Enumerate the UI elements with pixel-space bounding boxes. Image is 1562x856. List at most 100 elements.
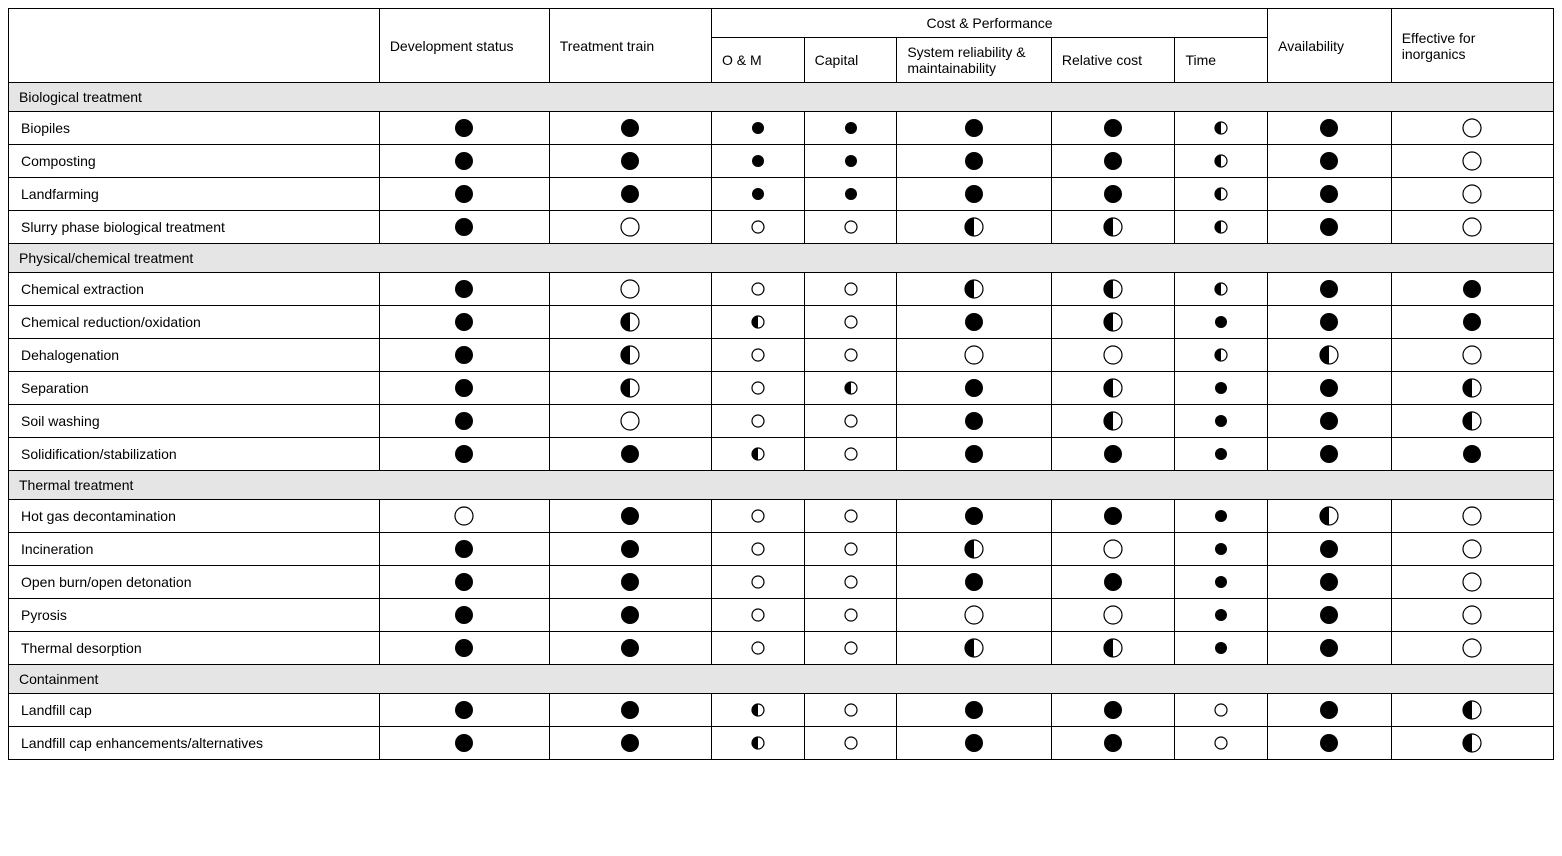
rating-cell <box>1051 566 1175 599</box>
rating-cell <box>549 405 711 438</box>
rating-cell <box>1051 405 1175 438</box>
full-circle-icon <box>1101 185 1125 201</box>
rating-cell <box>804 178 897 211</box>
rating-cell <box>897 599 1052 632</box>
full-circle-icon <box>1212 573 1230 589</box>
rating-cell <box>379 306 549 339</box>
full-circle-icon <box>452 701 476 717</box>
table-row: Composting <box>9 145 1554 178</box>
header-om: O & M <box>711 38 804 83</box>
full-circle-icon <box>749 185 767 201</box>
rating-cell <box>897 533 1052 566</box>
empty-circle-icon <box>1101 540 1125 556</box>
table-row: Biopiles <box>9 112 1554 145</box>
rating-cell <box>549 145 711 178</box>
rating-cell <box>549 694 711 727</box>
rating-cell <box>1268 533 1392 566</box>
rating-cell <box>897 178 1052 211</box>
empty-circle-icon <box>749 412 767 428</box>
empty-circle-icon <box>1460 540 1484 556</box>
rating-cell <box>549 632 711 665</box>
half-circle-icon <box>749 445 767 461</box>
half-circle-icon <box>1212 119 1230 135</box>
table-row: Hot gas decontamination <box>9 500 1554 533</box>
half-circle-icon <box>962 280 986 296</box>
rating-cell <box>804 533 897 566</box>
full-circle-icon <box>962 734 986 750</box>
rating-cell <box>549 273 711 306</box>
half-circle-icon <box>1460 734 1484 750</box>
full-circle-icon <box>1101 507 1125 523</box>
full-circle-icon <box>452 280 476 296</box>
rating-cell <box>711 178 804 211</box>
row-label: Pyrosis <box>9 599 380 632</box>
rating-cell <box>379 727 549 760</box>
rating-cell <box>1175 145 1268 178</box>
empty-circle-icon <box>1460 507 1484 523</box>
rating-cell <box>1051 211 1175 244</box>
rating-cell <box>1051 438 1175 471</box>
full-circle-icon <box>618 152 642 168</box>
rating-cell <box>1268 599 1392 632</box>
empty-circle-icon <box>1212 701 1230 717</box>
full-circle-icon <box>1101 573 1125 589</box>
empty-circle-icon <box>1460 346 1484 362</box>
rating-cell <box>549 566 711 599</box>
rating-cell <box>1175 372 1268 405</box>
rating-cell <box>1175 500 1268 533</box>
table-row: Separation <box>9 372 1554 405</box>
half-circle-icon <box>1101 280 1125 296</box>
empty-circle-icon <box>842 734 860 750</box>
table-row: Landfarming <box>9 178 1554 211</box>
full-circle-icon <box>452 606 476 622</box>
rating-cell <box>804 372 897 405</box>
rating-cell <box>897 405 1052 438</box>
row-label: Dehalogenation <box>9 339 380 372</box>
full-circle-icon <box>452 734 476 750</box>
rating-cell <box>379 566 549 599</box>
half-circle-icon <box>962 639 986 655</box>
half-circle-icon <box>1101 218 1125 234</box>
rating-cell <box>804 306 897 339</box>
full-circle-icon <box>618 639 642 655</box>
rating-cell <box>711 211 804 244</box>
half-circle-icon <box>1101 412 1125 428</box>
rating-cell <box>1391 438 1553 471</box>
rating-cell <box>549 533 711 566</box>
rating-cell <box>1268 694 1392 727</box>
empty-circle-icon <box>842 507 860 523</box>
rating-cell <box>1175 632 1268 665</box>
rating-cell <box>1175 339 1268 372</box>
empty-circle-icon <box>842 701 860 717</box>
full-circle-icon <box>618 119 642 135</box>
section-title: Thermal treatment <box>9 471 1554 500</box>
full-circle-icon <box>1317 313 1341 329</box>
rating-cell <box>549 438 711 471</box>
rating-cell <box>1175 178 1268 211</box>
rating-cell <box>1391 339 1553 372</box>
empty-circle-icon <box>618 412 642 428</box>
full-circle-icon <box>1460 445 1484 461</box>
table-row: Thermal desorption <box>9 632 1554 665</box>
rating-cell <box>379 500 549 533</box>
rating-cell <box>1268 566 1392 599</box>
rating-cell <box>711 372 804 405</box>
rating-cell <box>379 599 549 632</box>
rating-cell <box>1268 178 1392 211</box>
full-circle-icon <box>1101 445 1125 461</box>
rating-cell <box>897 500 1052 533</box>
rating-cell <box>711 632 804 665</box>
row-label: Hot gas decontamination <box>9 500 380 533</box>
empty-circle-icon <box>749 218 767 234</box>
full-circle-icon <box>1101 152 1125 168</box>
rating-cell <box>1391 727 1553 760</box>
header-dev-status: Development status <box>379 9 549 83</box>
rating-cell <box>1391 211 1553 244</box>
rating-cell <box>1268 632 1392 665</box>
half-circle-icon <box>749 734 767 750</box>
empty-circle-icon <box>842 445 860 461</box>
rating-cell <box>1175 306 1268 339</box>
empty-circle-icon <box>1460 606 1484 622</box>
empty-circle-icon <box>842 606 860 622</box>
rating-cell <box>1051 727 1175 760</box>
